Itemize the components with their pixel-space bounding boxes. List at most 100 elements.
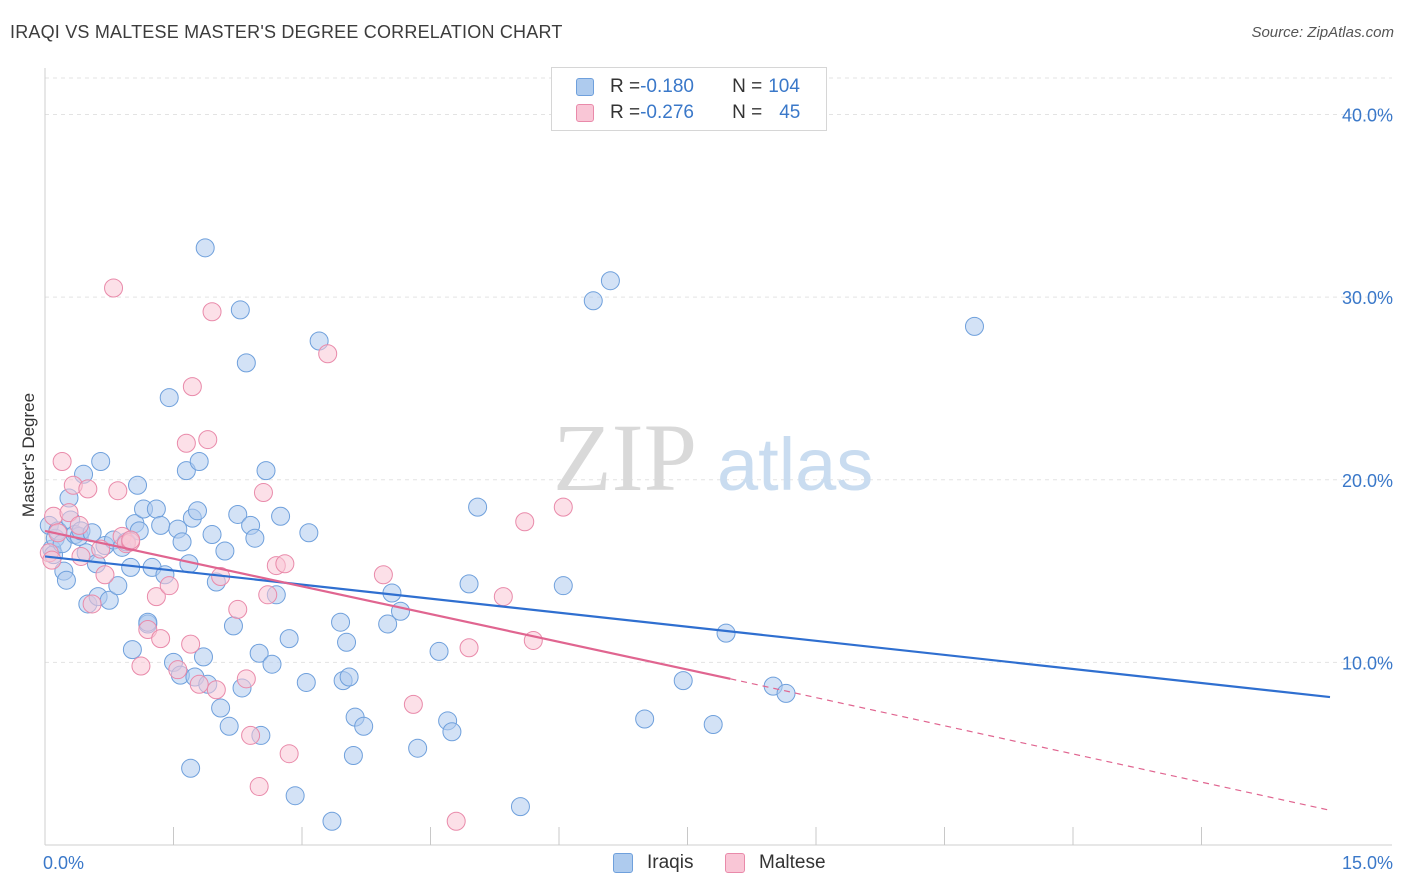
data-point-iraqis — [429, 641, 449, 661]
data-point-iraqis — [245, 528, 265, 548]
data-point-iraqis — [964, 316, 984, 336]
data-point-iraqis — [600, 271, 620, 291]
data-point-iraqis — [296, 672, 316, 692]
data-point-maltese — [198, 430, 218, 450]
data-point-iraqis — [583, 291, 603, 311]
data-point-maltese — [515, 512, 535, 532]
data-point-maltese — [279, 744, 299, 764]
y-axis-label: Master's Degree — [19, 393, 38, 517]
data-point-maltese — [241, 725, 261, 745]
data-point-iraqis — [193, 647, 213, 667]
data-point-maltese — [131, 656, 151, 676]
data-point-iraqis — [256, 461, 276, 481]
data-point-iraqis — [716, 623, 736, 643]
data-point-maltese — [249, 777, 269, 797]
data-point-iraqis — [215, 541, 235, 561]
data-point-iraqis — [230, 300, 250, 320]
trend-line-iraqis — [44, 555, 1331, 699]
bottom-legend-swatch-maltese — [725, 853, 745, 873]
data-point-iraqis — [331, 612, 351, 632]
data-point-maltese — [258, 585, 278, 605]
data-point-iraqis — [337, 632, 357, 652]
legend-n-label: N = — [732, 102, 763, 123]
data-point-iraqis — [159, 388, 179, 408]
data-point-iraqis — [181, 758, 201, 778]
data-point-iraqis — [202, 525, 222, 545]
data-point-maltese — [82, 594, 102, 614]
data-point-maltese — [236, 669, 256, 689]
data-point-iraqis — [228, 504, 248, 524]
data-point-maltese — [159, 576, 179, 596]
chart-title: IRAQI VS MALTESE MASTER'S DEGREE CORRELA… — [10, 22, 563, 42]
data-point-iraqis — [189, 452, 209, 471]
data-point-maltese — [253, 483, 273, 503]
data-point-iraqis — [510, 797, 530, 817]
bottom-legend-iraqis: Iraqis — [613, 852, 693, 874]
legend-r-label: R = — [610, 102, 641, 123]
data-point-maltese — [202, 302, 222, 322]
data-point-maltese — [121, 530, 141, 550]
data-point-maltese — [493, 587, 513, 607]
data-point-maltese — [189, 674, 209, 694]
data-point-maltese — [553, 497, 573, 517]
data-point-iraqis — [108, 576, 128, 596]
data-point-iraqis — [459, 574, 479, 594]
x-tick-label: 15.0% — [1342, 853, 1393, 873]
data-point-maltese — [59, 503, 79, 523]
trend-lines — [44, 529, 1331, 811]
data-point-iraqis — [172, 532, 192, 552]
data-point-iraqis — [299, 523, 319, 543]
legend-n-value: 104 — [768, 76, 800, 97]
data-point-iraqis — [271, 506, 291, 526]
tick-labels: 10.0% 20.0% 30.0% 40.0% 0.0% 15.0% — [43, 106, 1393, 873]
data-point-maltese — [206, 680, 226, 700]
y-tick-label: 40.0% — [1342, 106, 1393, 126]
legend-r-value: -0.276 — [640, 102, 694, 123]
watermark-zip: ZIP — [553, 404, 697, 511]
bottom-legend-maltese: Maltese — [725, 852, 826, 874]
data-point-maltese — [181, 634, 201, 654]
data-point-iraqis — [442, 722, 462, 742]
data-point-iraqis — [223, 616, 243, 636]
y-tick-label: 30.0% — [1342, 288, 1393, 308]
data-point-iraqis — [635, 709, 655, 729]
data-point-iraqis — [339, 667, 359, 687]
data-point-iraqis — [776, 683, 796, 703]
legend-r-label: R = — [610, 76, 641, 97]
data-point-iraqis — [146, 499, 166, 519]
data-point-maltese — [42, 550, 62, 570]
legend-swatch-maltese — [576, 104, 594, 122]
data-point-iraqis — [354, 716, 374, 736]
legend-row-maltese: R = -0.276 N = 45 — [576, 101, 800, 125]
data-point-maltese — [52, 452, 72, 471]
data-point-iraqis — [176, 461, 196, 481]
data-point-iraqis — [279, 629, 299, 649]
data-point-maltese — [459, 638, 479, 658]
data-point-iraqis — [408, 738, 428, 758]
data-point-maltese — [168, 660, 188, 680]
data-point-iraqis — [187, 501, 207, 521]
trend-line-maltese — [44, 529, 731, 680]
data-point-maltese — [228, 599, 248, 619]
data-point-iraqis — [128, 475, 148, 495]
data-point-iraqis — [553, 576, 573, 596]
legend-n-label: N = — [732, 76, 763, 97]
data-point-iraqis — [322, 811, 342, 831]
legend: R = -0.180 N = 104 R = -0.276 N = 45 — [551, 67, 827, 131]
data-point-maltese — [138, 620, 158, 640]
data-point-iraqis — [285, 786, 305, 806]
data-point-maltese — [318, 344, 338, 364]
data-point-iraqis — [673, 671, 693, 691]
axes — [44, 68, 1392, 846]
data-point-iraqis — [219, 716, 239, 736]
legend-r-value: -0.180 — [640, 76, 694, 97]
data-point-iraqis — [262, 654, 282, 674]
data-point-maltese — [446, 811, 466, 831]
data-point-maltese — [151, 629, 171, 649]
watermark: ZIP atlas — [553, 404, 873, 511]
data-point-iraqis — [391, 601, 411, 621]
data-point-maltese — [108, 481, 128, 501]
data-point-maltese — [78, 479, 98, 499]
data-points — [39, 238, 984, 831]
